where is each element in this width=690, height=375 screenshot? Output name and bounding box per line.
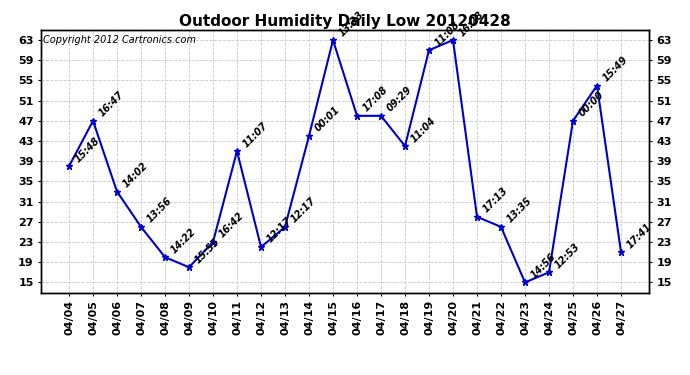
Text: 15:49: 15:49 <box>601 54 630 83</box>
Text: 11:04: 11:04 <box>409 115 438 144</box>
Text: 11:07: 11:07 <box>241 120 270 149</box>
Text: 12:17: 12:17 <box>289 196 318 225</box>
Text: 17:13: 17:13 <box>481 186 510 214</box>
Title: Outdoor Humidity Daily Low 20120428: Outdoor Humidity Daily Low 20120428 <box>179 14 511 29</box>
Text: Copyright 2012 Cartronics.com: Copyright 2012 Cartronics.com <box>43 35 196 45</box>
Text: 14:22: 14:22 <box>169 226 198 255</box>
Text: 12:53: 12:53 <box>553 241 582 270</box>
Text: 14:56: 14:56 <box>529 251 558 280</box>
Text: 13:56: 13:56 <box>145 196 174 225</box>
Text: 16:47: 16:47 <box>97 90 126 119</box>
Text: 14:02: 14:02 <box>121 160 150 189</box>
Text: 13:33: 13:33 <box>337 9 366 38</box>
Text: 09:29: 09:29 <box>385 85 414 114</box>
Text: 00:01: 00:01 <box>313 105 342 134</box>
Text: 11:08: 11:08 <box>433 19 462 48</box>
Text: 12:17: 12:17 <box>265 216 294 245</box>
Text: 17:08: 17:08 <box>361 85 390 114</box>
Text: 00:00: 00:00 <box>577 90 606 119</box>
Text: 13:35: 13:35 <box>505 196 534 225</box>
Text: 15:48: 15:48 <box>73 135 102 164</box>
Text: 16:42: 16:42 <box>217 211 246 240</box>
Text: 17:41: 17:41 <box>625 221 654 250</box>
Text: 15:55: 15:55 <box>193 236 222 265</box>
Text: 16:28: 16:28 <box>457 9 486 38</box>
